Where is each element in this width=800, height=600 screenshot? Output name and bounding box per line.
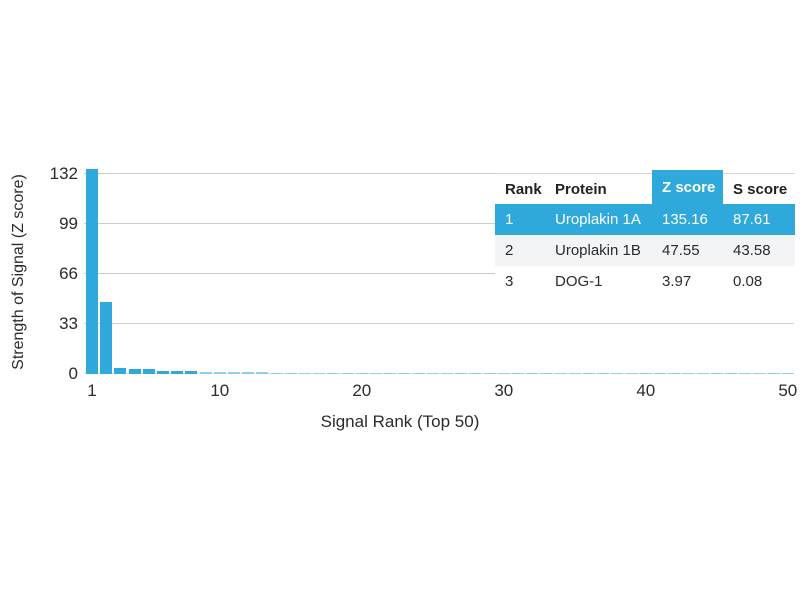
bar-rank-2 <box>100 301 113 374</box>
bar-rank-42 <box>668 372 681 374</box>
y-axis-label: Strength of Signal (Z score) <box>10 174 27 370</box>
y-tick-label-99: 99 <box>59 214 78 233</box>
cell-protein: Uroplakin 1B <box>555 242 641 259</box>
bar-rank-27 <box>455 372 468 374</box>
bar-rank-37 <box>597 372 610 374</box>
bar-rank-14 <box>270 372 283 374</box>
bar-rank-38 <box>611 372 624 374</box>
x-tick-label-50: 50 <box>778 381 798 400</box>
bar-rank-44 <box>696 372 709 374</box>
header-protein: Protein <box>555 180 607 198</box>
bar-rank-32 <box>526 372 539 374</box>
bar-rank-24 <box>412 372 425 374</box>
x-axis-label: Signal Rank (Top 50) <box>320 412 480 431</box>
bar-rank-39 <box>625 372 638 374</box>
bar-rank-22 <box>384 372 397 374</box>
bar-rank-21 <box>370 372 382 374</box>
bar-rank-49 <box>767 372 780 374</box>
bar-rank-50 <box>781 372 794 374</box>
bar-rank-41 <box>654 372 666 374</box>
bar-rank-10 <box>213 372 226 374</box>
y-tick-label-132: 132 <box>49 164 78 183</box>
cell-z-score: 47.55 <box>662 242 700 259</box>
bar-rank-47 <box>739 372 752 374</box>
bar-rank-31 <box>512 372 524 374</box>
bar-rank-20 <box>355 372 368 374</box>
cell-z-score: 135.16 <box>662 211 708 228</box>
cell-z-score: 3.97 <box>662 273 692 290</box>
bar-rank-1 <box>86 169 98 374</box>
cell-rank: 1 <box>505 211 514 228</box>
header-s-score: S score <box>733 180 788 198</box>
cell-s-score: 43.58 <box>733 242 771 259</box>
bar-rank-4 <box>128 368 141 374</box>
bar-rank-18 <box>327 372 340 374</box>
y-tick-label-33: 33 <box>59 314 78 333</box>
bar-rank-9 <box>199 372 212 374</box>
gridline-33 <box>84 323 794 324</box>
bar-rank-43 <box>682 372 695 374</box>
x-tick-label-30: 30 <box>494 381 514 400</box>
cell-s-score: 87.61 <box>733 211 771 228</box>
x-tick-label-10: 10 <box>210 381 230 400</box>
bar-rank-34 <box>554 372 567 374</box>
bar-rank-15 <box>284 372 297 374</box>
y-tick-label-66: 66 <box>59 264 78 283</box>
bar-rank-40 <box>639 372 652 374</box>
bar-rank-13 <box>256 372 269 374</box>
bar-rank-35 <box>568 372 581 374</box>
bar-rank-45 <box>710 372 723 374</box>
results-table: Rank Protein Z score S score 1 Uroplakin… <box>495 170 795 297</box>
bar-rank-17 <box>313 372 326 374</box>
cell-rank: 2 <box>505 242 514 259</box>
gridline-132 <box>84 173 794 174</box>
table-row-2: 2 Uroplakin 1B 47.55 43.58 <box>495 235 795 266</box>
bar-rank-46 <box>725 372 737 374</box>
bar-rank-36 <box>583 372 595 374</box>
cell-rank: 3 <box>505 273 514 290</box>
header-z-score: Z score <box>652 170 723 204</box>
table-row-3: 3 DOG-1 3.97 0.08 <box>495 266 795 297</box>
bar-rank-8 <box>185 371 198 374</box>
cell-protein: Uroplakin 1A <box>555 211 641 228</box>
gridline-0 <box>84 373 794 374</box>
cell-protein: DOG-1 <box>555 273 603 290</box>
header-rank: Rank <box>505 180 542 198</box>
x-tick-label-20: 20 <box>352 381 372 400</box>
bar-rank-25 <box>426 372 439 374</box>
table-header-row: Rank Protein Z score S score <box>495 170 795 204</box>
bar-rank-28 <box>469 372 482 374</box>
bar-rank-29 <box>483 372 496 374</box>
x-tick-label-1: 1 <box>87 381 97 400</box>
bar-rank-16 <box>299 372 311 374</box>
bar-rank-5 <box>142 369 155 374</box>
y-tick-label-0: 0 <box>68 364 78 383</box>
table-row-1: 1 Uroplakin 1A 135.16 87.61 <box>495 204 795 235</box>
bar-rank-6 <box>157 370 169 374</box>
bar-rank-23 <box>398 372 411 374</box>
gridline-99 <box>84 223 794 224</box>
x-tick-label-40: 40 <box>636 381 656 400</box>
bar-rank-12 <box>242 372 255 374</box>
cell-s-score: 0.08 <box>733 273 763 290</box>
gridline-66 <box>84 273 794 274</box>
plot-area <box>84 162 794 374</box>
bar-rank-19 <box>341 372 354 374</box>
bar-rank-33 <box>540 372 553 374</box>
bar-rank-30 <box>497 372 510 374</box>
bar-rank-3 <box>114 368 127 374</box>
bar-rank-48 <box>753 372 766 374</box>
bar-rank-26 <box>441 372 453 374</box>
bar-rank-11 <box>228 372 240 374</box>
bar-rank-7 <box>171 371 184 374</box>
